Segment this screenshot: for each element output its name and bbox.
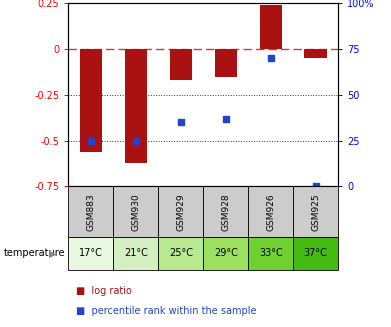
- Text: GSM926: GSM926: [266, 193, 275, 231]
- Text: GSM925: GSM925: [311, 193, 320, 231]
- Bar: [113, 186, 158, 237]
- Bar: [203, 186, 248, 237]
- Text: 37°C: 37°C: [304, 249, 328, 258]
- Bar: [260, 5, 282, 49]
- Text: ■  log ratio: ■ log ratio: [76, 286, 132, 296]
- Text: 29°C: 29°C: [214, 249, 238, 258]
- Text: GSM883: GSM883: [86, 193, 95, 231]
- Bar: [80, 49, 102, 152]
- Bar: [68, 186, 113, 237]
- Bar: [293, 237, 338, 270]
- Bar: [248, 237, 293, 270]
- Text: ▶: ▶: [49, 249, 57, 258]
- Bar: [125, 49, 147, 163]
- Bar: [203, 237, 248, 270]
- Bar: [68, 237, 113, 270]
- Text: ■  percentile rank within the sample: ■ percentile rank within the sample: [76, 305, 257, 316]
- Bar: [305, 49, 327, 58]
- Text: GSM929: GSM929: [176, 193, 185, 231]
- Bar: [170, 49, 192, 80]
- Text: 33°C: 33°C: [259, 249, 283, 258]
- Bar: [113, 237, 158, 270]
- Text: GSM928: GSM928: [221, 193, 230, 231]
- Text: 17°C: 17°C: [79, 249, 103, 258]
- Bar: [158, 186, 203, 237]
- Bar: [293, 186, 338, 237]
- Text: 25°C: 25°C: [169, 249, 193, 258]
- Bar: [215, 49, 237, 77]
- Text: GSM930: GSM930: [131, 193, 140, 231]
- Text: 21°C: 21°C: [124, 249, 148, 258]
- Bar: [248, 186, 293, 237]
- Text: temperature: temperature: [4, 249, 65, 258]
- Bar: [158, 237, 203, 270]
- Title: GDS15 / 4153: GDS15 / 4153: [150, 0, 256, 2]
